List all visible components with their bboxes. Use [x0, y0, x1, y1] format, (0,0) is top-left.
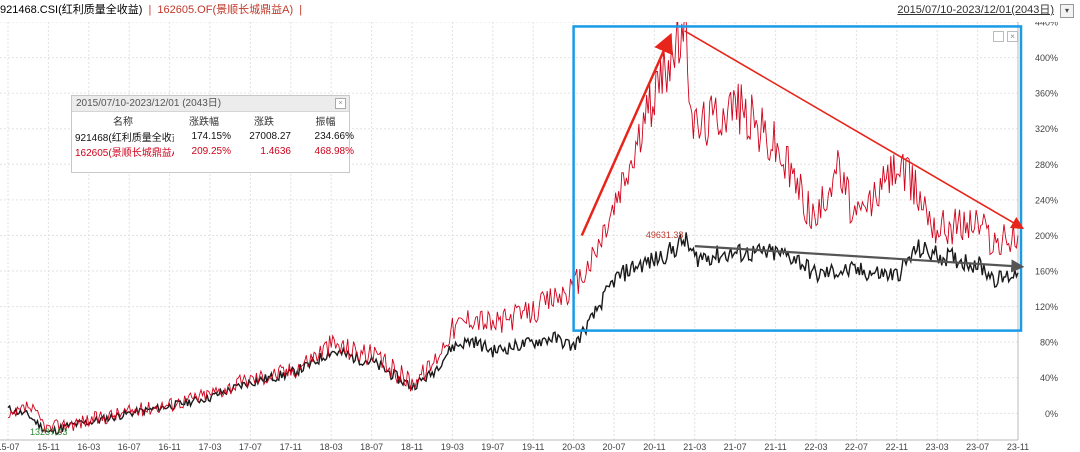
close-icon[interactable]: ×: [335, 98, 346, 109]
x-axis-ticks: 15-07 15-11 16-03 16-07 16-11 17-03 17-07 17-11…: [0, 442, 1029, 452]
x-tick-label: 21-07: [724, 442, 747, 452]
y-tick-label: 40%: [1040, 373, 1058, 383]
line-chart: 440% 400% 360% 320% 280% 240% 200% 160% 120% 80% 4…: [0, 22, 1058, 452]
header-series-labels: 921468.CSI(红利质量全收益) | 162605.OF(景顺长城鼎益A)…: [0, 0, 305, 20]
chart-header: 921468.CSI(红利质量全收益) | 162605.OF(景顺长城鼎益A)…: [0, 0, 1080, 22]
series-a-label[interactable]: 921468.CSI(红利质量全收益): [0, 4, 143, 16]
row-amplitude: 234.66%: [314, 131, 354, 142]
y-tick-label: 320%: [1035, 124, 1058, 134]
x-tick-label: 21-11: [764, 442, 786, 452]
info-panel-title: 2015/07/10-2023/12/01 (2043日) ×: [72, 96, 349, 112]
y-axis-ticks: 440% 400% 360% 320% 280% 240% 200% 160% 120% 80% 4…: [1035, 22, 1058, 419]
x-tick-label: 15-11: [37, 442, 59, 452]
x-tick-label: 15-07: [0, 442, 20, 452]
col-name: 名称: [113, 117, 133, 128]
y-tick-label: 400%: [1035, 53, 1058, 63]
decline-arrow: [684, 30, 1025, 229]
x-tick-label: 17-03: [198, 442, 221, 452]
x-tick-label: 22-03: [804, 442, 827, 452]
x-tick-label: 20-03: [562, 442, 585, 452]
info-table: 名称 涨跌幅 涨跌 振幅 921468(红利质量全收益 174.15% 2700…: [72, 112, 357, 159]
x-tick-label: 23-11: [1007, 442, 1029, 452]
row-change: 27008.27: [249, 131, 291, 142]
table-row[interactable]: 162605(景顺长城鼎益A 209.25% 1.4636 468.98%: [72, 144, 357, 159]
info-table-header: 名称 涨跌幅 涨跌 振幅: [72, 112, 357, 129]
x-tick-label: 20-07: [602, 442, 625, 452]
x-tick-label: 22-11: [886, 442, 908, 452]
x-tick-label: 19-07: [481, 442, 504, 452]
close-box-icon[interactable]: ×: [1007, 31, 1018, 42]
y-tick-label: 240%: [1035, 195, 1058, 205]
x-tick-label: 17-11: [280, 442, 302, 452]
x-tick-label: 21-03: [683, 442, 706, 452]
dropdown-icon[interactable]: ▾: [1060, 4, 1074, 18]
info-panel-title-text: 2015/07/10-2023/12/01 (2043日): [76, 98, 222, 109]
date-range-link[interactable]: 2015/07/10-2023/12/01(2043日): [897, 4, 1054, 16]
x-tick-label: 19-11: [522, 442, 544, 452]
row-change: 1.4636: [260, 146, 291, 157]
x-tick-label: 16-03: [77, 442, 100, 452]
x-tick-label: 22-07: [845, 442, 868, 452]
row-pct: 174.15%: [191, 131, 231, 142]
x-tick-label: 18-11: [401, 442, 423, 452]
row-pct: 209.25%: [191, 146, 231, 157]
row-name: 162605(景顺长城鼎益A: [75, 148, 174, 159]
header-separator-2: |: [299, 4, 303, 16]
chart-grid: [0, 22, 1019, 441]
series-b-label[interactable]: 162605.OF(景顺长城鼎益A): [157, 4, 294, 16]
maximize-icon[interactable]: [993, 31, 1004, 42]
y-tick-label: 360%: [1035, 89, 1058, 99]
x-tick-label: 23-03: [926, 442, 949, 452]
header-separator: |: [148, 4, 152, 16]
row-amplitude: 468.98%: [314, 146, 354, 157]
series-line-black: [7, 232, 1019, 436]
y-tick-label: 200%: [1035, 231, 1058, 241]
highlight-box: [572, 25, 1023, 332]
x-tick-label: 17-07: [239, 442, 262, 452]
y-tick-label: 80%: [1040, 338, 1058, 348]
y-tick-label: 0%: [1045, 409, 1058, 419]
x-tick-label: 23-07: [966, 442, 989, 452]
table-row[interactable]: 921468(红利质量全收益 174.15% 27008.27 234.66%: [72, 129, 357, 144]
info-panel[interactable]: 2015/07/10-2023/12/01 (2043日) × 名称 涨跌幅 涨…: [71, 95, 354, 173]
annotation-overlay: 49631.38 13237.93: [30, 25, 1025, 437]
low-value-label: 13237.93: [30, 427, 68, 437]
rise-arrow: [580, 32, 673, 236]
col-change: 涨跌: [254, 117, 274, 128]
y-tick-label: 120%: [1035, 302, 1058, 312]
x-tick-label: 18-07: [360, 442, 383, 452]
flat-arrow: [694, 245, 1025, 273]
x-tick-label: 19-03: [441, 442, 464, 452]
peak-value-label: 49631.38: [646, 230, 684, 240]
y-tick-label: 280%: [1035, 160, 1058, 170]
y-tick-label: 440%: [1035, 22, 1058, 28]
series-line-red: [7, 22, 1019, 434]
x-tick-label: 20-11: [643, 442, 665, 452]
x-tick-label: 18-03: [320, 442, 343, 452]
y-tick-label: 160%: [1035, 267, 1058, 277]
x-tick-label: 16-11: [158, 442, 180, 452]
x-tick-label: 16-07: [118, 442, 141, 452]
col-amplitude: 振幅: [315, 117, 336, 128]
col-pct: 涨跌幅: [189, 117, 219, 128]
row-name: 921468(红利质量全收益: [75, 133, 174, 144]
